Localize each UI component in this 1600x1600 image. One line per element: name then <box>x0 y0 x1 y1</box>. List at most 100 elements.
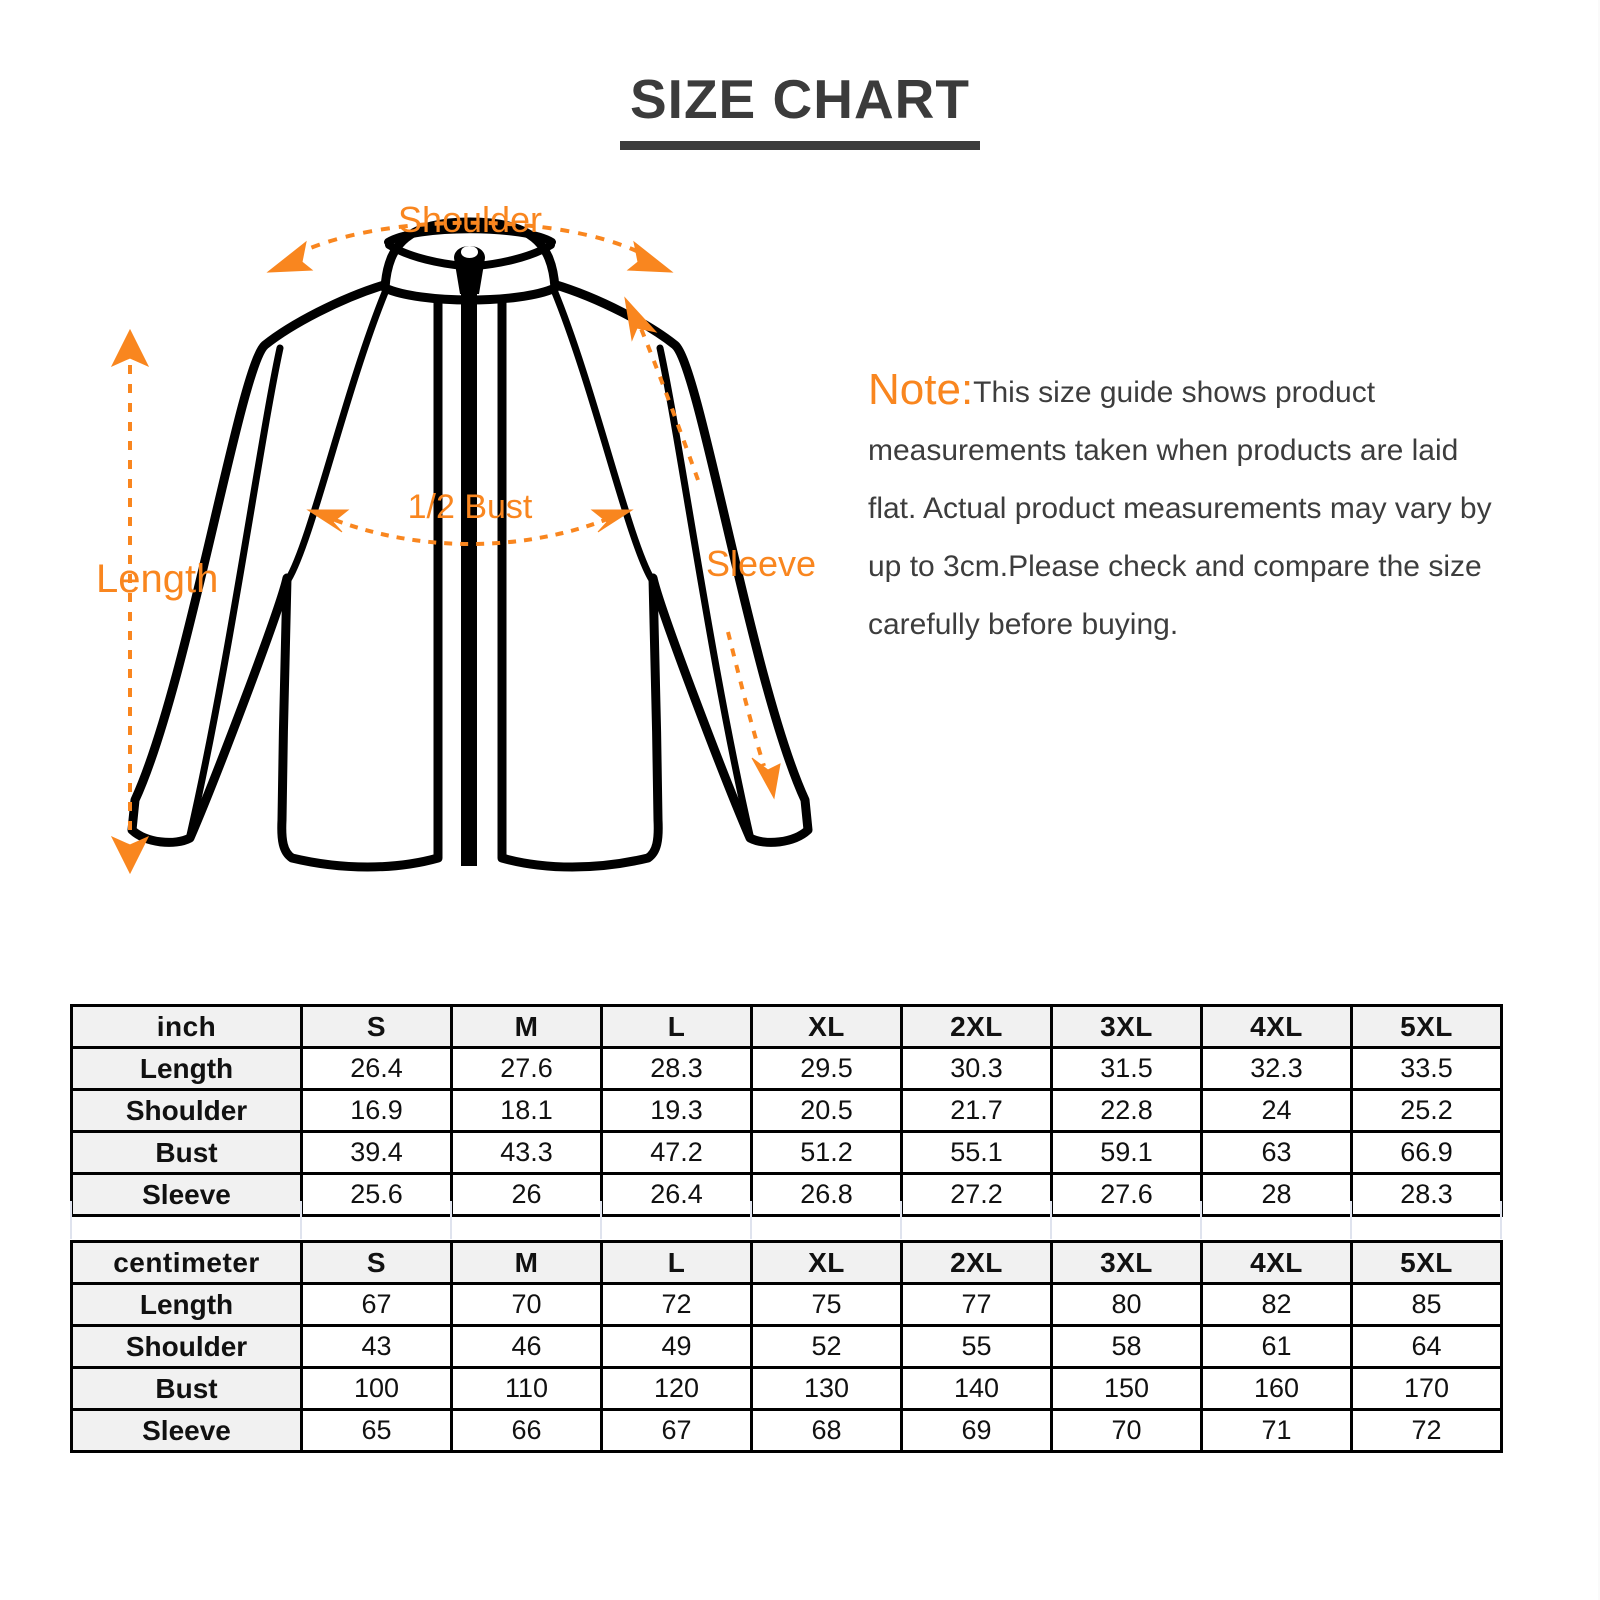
measurement-value-cell: 110 <box>450 1366 603 1411</box>
measurement-value-cell: 25.6 <box>300 1172 453 1217</box>
gap-gridline <box>300 1201 302 1239</box>
measurement-value-cell: 26.4 <box>600 1172 753 1217</box>
measurement-value-cell: 39.4 <box>300 1130 453 1175</box>
sleeve-arrow-head-upper <box>624 296 658 342</box>
table-row: Shoulder 43 46 49 52 55 58 61 64 <box>70 1324 1503 1369</box>
gap-gridline <box>1200 1201 1202 1239</box>
note-panel: Note:This size guide shows product measu… <box>868 334 1508 684</box>
measurement-value-cell: 16.9 <box>300 1088 453 1133</box>
measurement-value-cell: 71 <box>1200 1408 1353 1453</box>
note-label: Note: <box>868 365 974 414</box>
shoulder-arrow-line <box>294 220 646 257</box>
jacket-illustration: Shoulder Length 1/2 Bust S <box>80 180 860 880</box>
gap-gridline <box>750 1201 752 1239</box>
jacket-zipper-group <box>454 246 485 866</box>
size-header-cell: 2XL <box>900 1240 1053 1285</box>
size-table-inch-body: inch S M L XL 2XL 3XL 4XL 5XL Length 26.4 27.6 28.3 2… <box>70 1004 1503 1217</box>
measurement-value-cell: 68 <box>750 1408 903 1453</box>
measurement-value-cell: 51.2 <box>750 1130 903 1175</box>
measurement-value-cell: 25.2 <box>1350 1088 1503 1133</box>
measurement-value-cell: 100 <box>300 1366 453 1411</box>
measurement-value-cell: 64 <box>1350 1324 1503 1369</box>
jacket-right-body-path <box>497 279 813 872</box>
table-row: Bust 39.4 43.3 47.2 51.2 55.1 59.1 63 66.9 <box>70 1130 1503 1175</box>
size-header-cell: 5XL <box>1350 1240 1503 1285</box>
measurement-label-cell: Sleeve <box>70 1408 303 1453</box>
measurement-value-cell: 59.1 <box>1050 1130 1203 1175</box>
measurement-value-cell: 75 <box>750 1282 903 1327</box>
measurement-value-cell: 160 <box>1200 1366 1353 1411</box>
size-header-cell: XL <box>750 1240 903 1285</box>
measurement-value-cell: 61 <box>1200 1324 1353 1369</box>
sleeve-measure-arrow <box>624 296 781 800</box>
size-header-cell: 4XL <box>1200 1004 1353 1049</box>
size-header-cell: 5XL <box>1350 1004 1503 1049</box>
measurement-value-cell: 43 <box>300 1324 453 1369</box>
sleeve-arrow-line-upper <box>638 325 700 481</box>
length-arrow-head-bottom <box>110 835 150 875</box>
measurement-value-cell: 120 <box>600 1366 753 1411</box>
measurement-value-cell: 52 <box>750 1324 903 1369</box>
measurement-value-cell: 22.8 <box>1050 1088 1203 1133</box>
measurement-label-cell: Bust <box>70 1130 303 1175</box>
measurement-value-cell: 72 <box>1350 1408 1503 1453</box>
measurement-label-cell: Shoulder <box>70 1324 303 1369</box>
measurement-value-cell: 85 <box>1350 1282 1503 1327</box>
unit-header-cell: inch <box>70 1004 303 1049</box>
table-row: Sleeve 65 66 67 68 69 70 71 72 <box>70 1408 1503 1453</box>
length-measure-arrow <box>110 328 150 875</box>
size-header-cell: 3XL <box>1050 1240 1203 1285</box>
title-underline <box>620 141 980 150</box>
size-header-cell: L <box>600 1240 753 1285</box>
measurement-value-cell: 66.9 <box>1350 1130 1503 1175</box>
table-header-row: inch S M L XL 2XL 3XL 4XL 5XL <box>70 1004 1503 1049</box>
sleeve-label: Sleeve <box>706 543 816 584</box>
measurement-value-cell: 30.3 <box>900 1046 1053 1091</box>
jacket-left-armhole-seam <box>284 286 390 584</box>
measurement-value-cell: 28.3 <box>600 1046 753 1091</box>
note-body: This size guide shows product measuremen… <box>868 376 1492 641</box>
measurement-value-cell: 18.1 <box>450 1088 603 1133</box>
size-header-cell: M <box>450 1004 603 1049</box>
measurement-value-cell: 33.5 <box>1350 1046 1503 1091</box>
table-gap-separator <box>70 1201 1502 1239</box>
shoulder-arrow-head-right <box>626 240 674 273</box>
gap-gridline <box>900 1201 902 1239</box>
size-table-centimeter: centimeter S M L XL 2XL 3XL 4XL 5XL Length 67 70 72 7… <box>70 1240 1503 1453</box>
measurement-value-cell: 31.5 <box>1050 1046 1203 1091</box>
jacket-right-sleeve-seam <box>656 344 754 839</box>
measurement-value-cell: 27.6 <box>1050 1172 1203 1217</box>
size-header-cell: S <box>300 1240 453 1285</box>
sleeve-arrow-head-lower <box>751 757 781 800</box>
measurement-value-cell: 55.1 <box>900 1130 1053 1175</box>
gap-gridline <box>600 1201 602 1239</box>
size-header-cell: XL <box>750 1004 903 1049</box>
page-title: SIZE CHART <box>0 68 1598 150</box>
sleeve-arrow-line-lower <box>726 631 766 767</box>
size-header-cell: 4XL <box>1200 1240 1353 1285</box>
note-paragraph: Note:This size guide shows product measu… <box>868 364 1508 654</box>
zipper-pull-loop <box>461 246 478 258</box>
measurement-value-cell: 46 <box>450 1324 603 1369</box>
page-title-text: SIZE CHART <box>630 68 970 130</box>
jacket-right-armhole-seam <box>550 286 656 584</box>
measurement-value-cell: 55 <box>900 1324 1053 1369</box>
measurement-value-cell: 67 <box>300 1282 453 1327</box>
measurement-label-cell: Length <box>70 1282 303 1327</box>
length-label: Length <box>96 557 218 601</box>
half-bust-label: 1/2 Bust <box>408 488 533 526</box>
measurement-value-cell: 66 <box>450 1408 603 1453</box>
measurement-value-cell: 32.3 <box>1200 1046 1353 1091</box>
half-bust-arrow-line <box>334 518 606 546</box>
half-bust-arrow-head-right <box>590 509 634 533</box>
table-row: Bust 100 110 120 130 140 150 160 170 <box>70 1366 1503 1411</box>
size-header-cell: L <box>600 1004 753 1049</box>
measurement-value-cell: 70 <box>450 1282 603 1327</box>
measurement-value-cell: 150 <box>1050 1366 1203 1411</box>
measurement-value-cell: 70 <box>1050 1408 1203 1453</box>
shoulder-measure-arrow <box>266 220 674 273</box>
measurement-value-cell: 140 <box>900 1366 1053 1411</box>
measurement-label-cell: Shoulder <box>70 1088 303 1133</box>
half-bust-measure-arrow <box>306 509 634 546</box>
zipper-pull-head <box>454 246 485 294</box>
